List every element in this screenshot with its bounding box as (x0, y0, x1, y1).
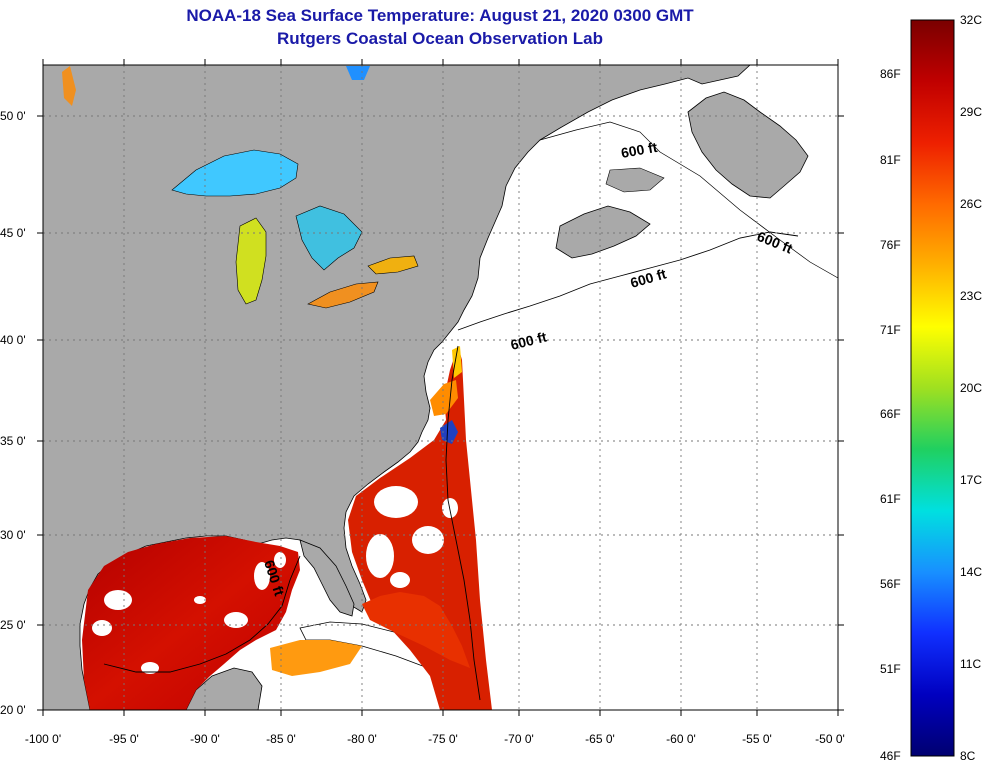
lon-label: -55 0' (742, 732, 772, 746)
colorbar-f-label: 81F (880, 153, 901, 167)
colorbar-f-label: 76F (880, 238, 901, 252)
lat-label: 30 0' (0, 528, 26, 542)
lon-label: -85 0' (266, 732, 296, 746)
colorbar-f-label: 71F (880, 323, 901, 337)
yucatan-land (185, 667, 263, 710)
north-america-land (43, 65, 751, 710)
coastal-cool-patch (440, 420, 458, 444)
caribbean-sst-patch (270, 640, 362, 676)
lake-ontario (367, 255, 419, 275)
lake-erie (307, 281, 379, 309)
colorbar-c-label: 29C (960, 105, 983, 119)
lake-superior (171, 149, 299, 197)
nova-scotia-land (555, 205, 651, 259)
lon-label: -65 0' (585, 732, 615, 746)
florida-land (299, 539, 355, 617)
st-lawrence-shelf (539, 121, 838, 279)
atlantic-cloud-gaps (366, 486, 458, 588)
colorbar-c-label: 20C (960, 381, 983, 395)
isobath-label-gulf-stlawrence: 600 ft (620, 139, 659, 161)
lon-label: -90 0' (190, 732, 220, 746)
colorbar-c-label: 8C (960, 749, 976, 763)
lake-huron (295, 205, 363, 271)
longitude-axis: -100 0' -95 0' -90 0' -85 0' -80 0' -75 … (25, 732, 845, 746)
newfoundland-land (687, 91, 809, 199)
hudson-bay-fragment (346, 66, 370, 80)
lon-label: -60 0' (666, 732, 696, 746)
map-frame (42, 64, 839, 711)
colorbar-c-label: 14C (960, 565, 983, 579)
lat-label: 20 0' (0, 703, 26, 717)
colorbar-f-label: 56F (880, 577, 901, 591)
gulf-island-land (605, 167, 665, 193)
lon-label: -80 0' (347, 732, 377, 746)
colorbar-c-label: 17C (960, 473, 983, 487)
colorbar-f-label: 61F (880, 492, 901, 506)
axis-ticks (37, 59, 844, 716)
temperature-colorbar (910, 19, 955, 757)
lon-label: -70 0' (504, 732, 534, 746)
colorbar-c-label: 26C (960, 197, 983, 211)
lat-label: 45 0' (0, 226, 26, 240)
map-title: NOAA-18 Sea Surface Temperature: August … (186, 6, 694, 25)
lon-label: -75 0' (428, 732, 458, 746)
coastal-yellow-patch (452, 346, 462, 378)
lon-label: -100 0' (25, 732, 61, 746)
colorbar-c-label: 11C (960, 657, 982, 671)
gulf-sst-patch (82, 536, 300, 710)
lat-label: 25 0' (0, 618, 26, 632)
colorbar-c-label: 23C (960, 289, 983, 303)
lat-label: 40 0' (0, 333, 26, 347)
graticule (43, 65, 838, 710)
isobath-600ft (457, 231, 799, 331)
colorbar-f-label: 51F (880, 662, 901, 676)
lon-label: -50 0' (815, 732, 845, 746)
lat-label: 50 0' (0, 109, 26, 123)
lon-label: -95 0' (109, 732, 139, 746)
colorbar-c-label: 32C (960, 13, 983, 27)
lake-small-west (62, 66, 76, 106)
map-subtitle: Rutgers Coastal Ocean Observation Lab (277, 29, 603, 48)
latitude-axis: 50 0' 45 0' 40 0' 35 0' 30 0' 25 0' 20 0… (0, 109, 26, 717)
colorbar-f-label: 66F (880, 407, 901, 421)
lake-michigan (235, 217, 267, 305)
colorbar-f-label: 46F (880, 749, 901, 763)
lat-label: 35 0' (0, 434, 26, 448)
cloud-gaps (92, 552, 286, 674)
colorbar-f-label: 86F (880, 67, 901, 81)
isobath-600ft-gulf (103, 555, 301, 673)
isobath-600ft-south (445, 345, 481, 701)
